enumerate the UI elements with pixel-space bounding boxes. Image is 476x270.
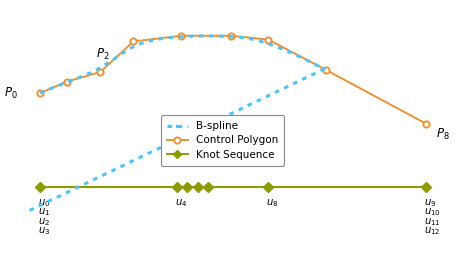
Text: $u_{12}$: $u_{12}$ <box>423 226 439 237</box>
Text: $u_3$: $u_3$ <box>38 226 50 237</box>
Text: $u_4$: $u_4$ <box>175 197 187 209</box>
Text: $u_0$: $u_0$ <box>38 197 50 209</box>
Text: $u_{10}$: $u_{10}$ <box>423 207 440 218</box>
Text: $P_8$: $P_8$ <box>435 127 449 143</box>
Text: $P_2$: $P_2$ <box>95 46 109 62</box>
Text: $u_9$: $u_9$ <box>423 197 435 209</box>
Text: $P_0$: $P_0$ <box>4 86 17 100</box>
Text: $u_2$: $u_2$ <box>38 216 50 228</box>
Text: $u_8$: $u_8$ <box>266 197 278 209</box>
Text: $u_{11}$: $u_{11}$ <box>423 216 439 228</box>
Text: $u_1$: $u_1$ <box>38 207 50 218</box>
Legend: B-spline, Control Polygon, Knot Sequence: B-spline, Control Polygon, Knot Sequence <box>160 115 284 166</box>
